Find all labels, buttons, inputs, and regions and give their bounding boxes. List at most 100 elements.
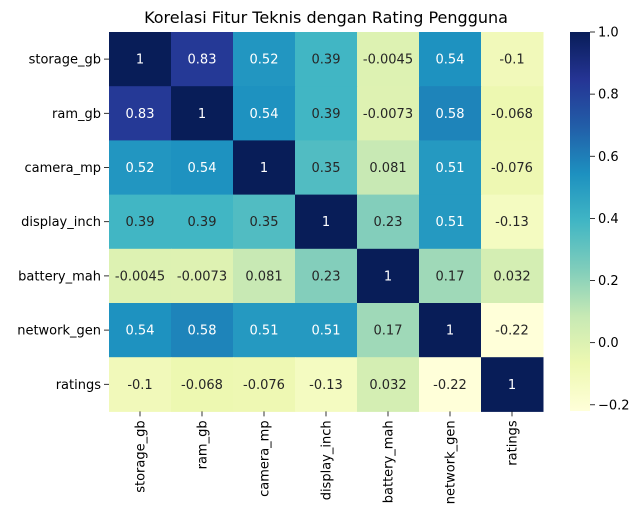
y-tick-label: ram_gb (52, 107, 101, 122)
chart-title: Korelasi Fitur Teknis dengan Rating Peng… (144, 8, 508, 27)
cell-value-label: 0.83 (126, 107, 155, 122)
heatmap-cell (357, 357, 420, 412)
heatmap-cell (171, 32, 234, 87)
colorbar: −0.2 0.0 0.2 0.4 0.6 0.8 1.0 (570, 26, 630, 413)
heatmap-cell (109, 86, 172, 141)
heatmap-cell (171, 86, 234, 141)
heatmap-cell (481, 303, 544, 358)
heatmap-cell (233, 357, 296, 412)
cell-value-label: -0.076 (491, 161, 533, 176)
heatmap-cell (295, 32, 358, 87)
heatmap-cell (419, 194, 482, 250)
heatmap-cell (109, 194, 172, 250)
cell-value-label: 0.51 (436, 161, 465, 176)
cell-value-label: 1 (446, 324, 454, 339)
cell-value-label: 0.39 (126, 215, 155, 230)
cell-value-label: -0.0045 (115, 269, 165, 284)
heatmap-cell (295, 303, 358, 358)
heatmap-cell (109, 303, 172, 358)
x-tick-label: camera_mp (258, 420, 273, 497)
y-tick-label: camera_mp (24, 161, 101, 176)
cell-value-label: 0.54 (126, 324, 155, 339)
heatmap-cell (233, 86, 296, 141)
cell-value-label: 0.58 (188, 324, 217, 339)
y-tick-labels: storage_gb ram_gb camera_mp display_inchbat… (17, 53, 109, 393)
y-tick-label: battery_mah (18, 269, 101, 284)
cell-value-label: -0.22 (433, 378, 467, 393)
cell-value-label: 0.35 (312, 161, 341, 176)
heatmap-cell (233, 303, 296, 358)
heatmap-cell (295, 248, 358, 304)
heatmap-cell (481, 32, 544, 87)
colorbar-tick-label: 0.0 (598, 336, 619, 351)
cell-value-label: 1 (322, 215, 330, 230)
cell-value-label: -0.22 (495, 324, 529, 339)
cell-value-label: -0.0045 (363, 53, 413, 68)
x-tick-label: battery_mah (382, 420, 397, 503)
heatmap-cell (295, 357, 358, 412)
cell-value-label: 0.52 (126, 161, 155, 176)
x-tick-label: storage_gb (134, 420, 149, 492)
heatmap-cell (295, 140, 358, 196)
heatmap-cell (481, 140, 544, 196)
cell-value-label: 0.54 (436, 53, 465, 68)
heatmap-cell (419, 32, 482, 87)
cell-value-label: 0.39 (312, 107, 341, 122)
heatmap-cell (357, 303, 420, 358)
cell-value-label: 0.17 (436, 269, 465, 284)
cell-value-label: 0.54 (188, 161, 217, 176)
heatmap-cell (233, 194, 296, 250)
cell-value-label: 0.081 (245, 269, 282, 284)
y-tick-label: network_gen (17, 324, 101, 339)
heatmap-cell (171, 357, 234, 412)
heatmap-cell (357, 194, 420, 250)
cell-value-label: 0.51 (436, 215, 465, 230)
colorbar-tick-label: 0.6 (598, 150, 619, 165)
cell-value-label: 0.54 (250, 107, 279, 122)
cell-value-label: 0.35 (250, 215, 279, 230)
heatmap-cells: 1 0.83 0.52 0.39 -0.0045 0.54 -0.1 0.83 1 0.54 0.3… (109, 32, 544, 412)
cell-value-label: -0.068 (491, 107, 533, 122)
heatmap-cell (357, 86, 420, 141)
cell-value-label: 0.081 (369, 161, 406, 176)
heatmap-cell (171, 248, 234, 304)
cell-value-label: 1 (508, 378, 516, 393)
cell-value-label: -0.068 (181, 378, 223, 393)
heatmap-cell (109, 140, 172, 196)
heatmap-cell (295, 86, 358, 141)
heatmap-cell (357, 32, 420, 87)
colorbar-tick-label: 0.8 (598, 88, 619, 103)
cell-value-label: -0.13 (495, 215, 529, 230)
heatmap-cell (109, 248, 172, 304)
heatmap-cell (481, 86, 544, 141)
cell-value-label: 0.51 (250, 324, 279, 339)
heatmap-cell (171, 140, 234, 196)
colorbar-tick-label: −0.2 (598, 398, 630, 413)
heatmap-cell (233, 32, 296, 87)
cell-value-label: -0.076 (243, 378, 285, 393)
heatmap-cell (357, 248, 420, 304)
cell-value-label: 0.52 (250, 53, 279, 68)
cell-value-label: 0.17 (374, 324, 403, 339)
colorbar-gradient (570, 32, 590, 411)
heatmap-cell (419, 248, 482, 304)
x-tick-label: ram_gb (196, 420, 211, 469)
cell-value-label: -0.0073 (363, 107, 413, 122)
heatmap-cell (233, 248, 296, 304)
heatmap-cell (419, 140, 482, 196)
heatmap-cell (419, 86, 482, 141)
cell-value-label: 1 (136, 53, 144, 68)
cell-value-label: 0.032 (493, 269, 530, 284)
cell-value-label: -0.0073 (177, 269, 227, 284)
heatmap-cell (481, 194, 544, 250)
heatmap-cell (481, 248, 544, 304)
cell-value-label: 0.58 (436, 107, 465, 122)
cell-value-label: 0.39 (312, 53, 341, 68)
cell-value-label: 1 (260, 161, 268, 176)
heatmap-cell (109, 32, 172, 87)
cell-value-label: -0.1 (127, 378, 152, 393)
colorbar-ticks: −0.2 0.0 0.2 0.4 0.6 0.8 1.0 (590, 26, 630, 413)
colorbar-tick-label: 0.2 (598, 274, 619, 289)
